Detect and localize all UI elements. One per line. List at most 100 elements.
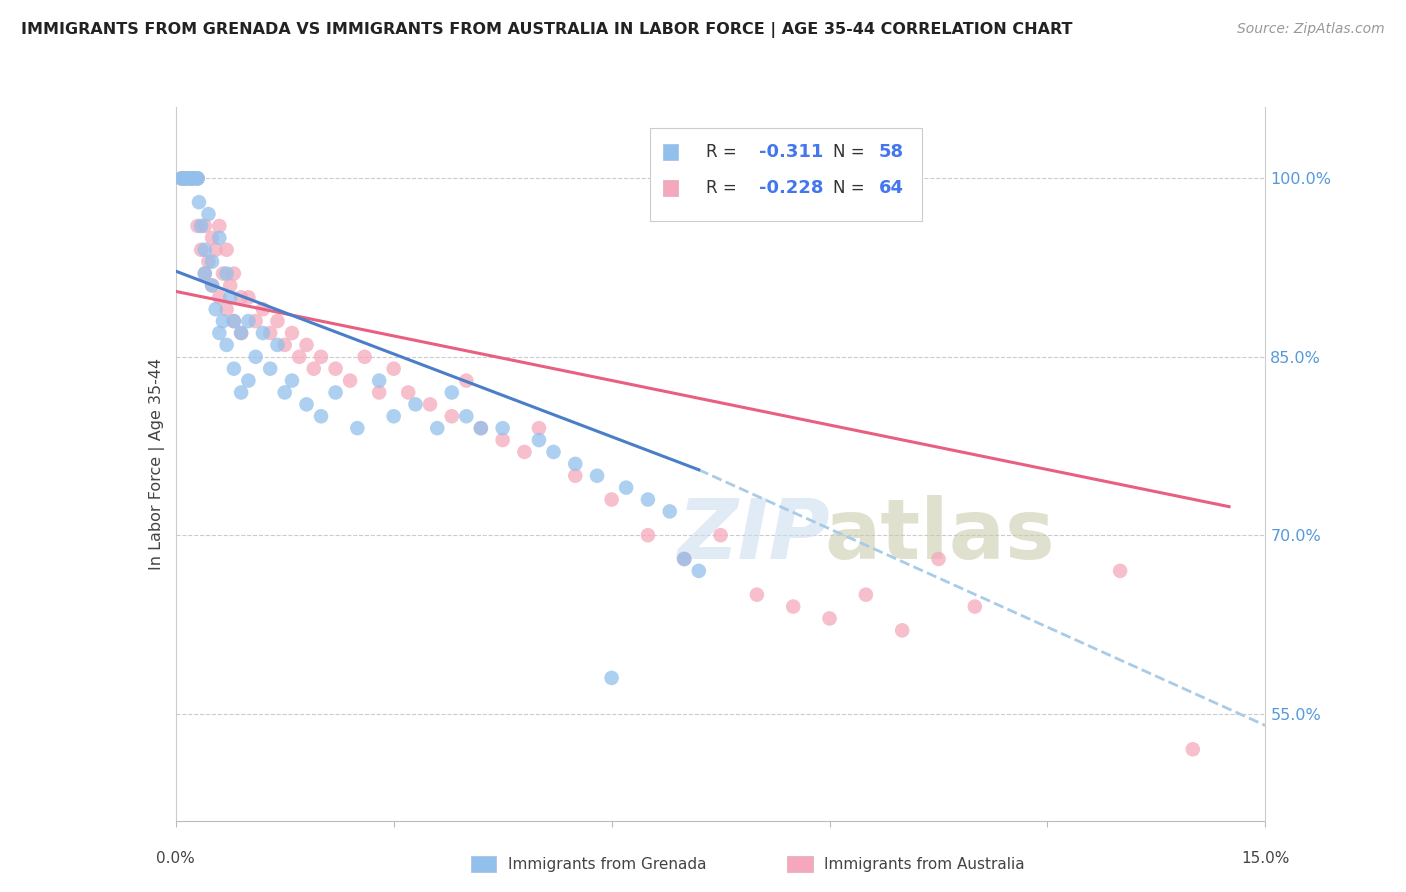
Point [426, 421, 449, 435]
Point [176, 171, 198, 186]
Point [183, 171, 205, 186]
Point [266, 338, 288, 352]
Point [172, 171, 194, 186]
Point [186, 171, 209, 186]
Point [190, 219, 212, 233]
Point [745, 588, 768, 602]
Point [188, 195, 211, 210]
Point [231, 326, 253, 340]
Point [309, 409, 332, 424]
Point [586, 468, 609, 483]
Point [492, 421, 515, 435]
Point [173, 171, 195, 186]
Point [266, 314, 288, 328]
Text: -0.311: -0.311 [759, 143, 823, 161]
Point [396, 385, 419, 400]
Point [212, 267, 235, 281]
Point [208, 231, 231, 245]
Point [295, 338, 318, 352]
Point [564, 468, 586, 483]
Text: Source: ZipAtlas.com: Source: ZipAtlas.com [1237, 22, 1385, 37]
Point [222, 314, 245, 328]
Text: N =: N = [832, 178, 870, 196]
Point [1109, 564, 1132, 578]
Text: 64: 64 [879, 178, 904, 196]
Point [281, 326, 304, 340]
Point [274, 385, 297, 400]
Point [637, 492, 659, 507]
Point [673, 552, 696, 566]
Point [440, 385, 463, 400]
Point [281, 374, 304, 388]
Text: Immigrants from Australia: Immigrants from Australia [824, 857, 1025, 871]
Point [215, 338, 238, 352]
Point [963, 599, 986, 614]
Point [274, 338, 297, 352]
Point [456, 374, 478, 388]
Point [346, 421, 368, 435]
Point [614, 481, 637, 495]
Point [222, 361, 245, 376]
Text: 15.0%: 15.0% [1241, 851, 1289, 866]
Point [204, 302, 226, 317]
Bar [662, 180, 679, 195]
Point [238, 374, 260, 388]
Point [197, 207, 219, 221]
Point [238, 314, 260, 328]
Point [325, 361, 347, 376]
Point [180, 171, 202, 186]
Text: Immigrants from Grenada: Immigrants from Grenada [508, 857, 706, 871]
Point [186, 171, 209, 186]
Point [928, 552, 950, 566]
Point [194, 243, 217, 257]
Point [170, 171, 193, 186]
Point [368, 385, 391, 400]
Point [1181, 742, 1204, 756]
Point [252, 302, 274, 317]
Point [658, 504, 681, 518]
Point [201, 231, 224, 245]
Point [245, 314, 267, 328]
Point [194, 219, 217, 233]
Point [259, 361, 281, 376]
Point [440, 409, 463, 424]
Point [456, 409, 478, 424]
Point [222, 314, 245, 328]
Point [186, 219, 209, 233]
Point [201, 254, 224, 268]
Text: R =: R = [706, 143, 742, 161]
Point [231, 385, 253, 400]
Point [818, 611, 841, 625]
Point [600, 492, 623, 507]
Text: 0.0%: 0.0% [156, 851, 195, 866]
Point [204, 243, 226, 257]
Point [600, 671, 623, 685]
Point [215, 243, 238, 257]
Point [564, 457, 586, 471]
Point [173, 171, 195, 186]
Point [208, 290, 231, 304]
Point [470, 421, 492, 435]
Point [382, 361, 405, 376]
Point [710, 528, 733, 542]
Point [201, 278, 224, 293]
Point [513, 445, 536, 459]
Point [219, 290, 242, 304]
Point [637, 528, 659, 542]
Point [325, 385, 347, 400]
Point [179, 171, 201, 186]
FancyBboxPatch shape [650, 128, 922, 221]
Point [176, 171, 198, 186]
Point [245, 350, 267, 364]
Point [252, 326, 274, 340]
Point [201, 278, 224, 293]
Point [212, 314, 235, 328]
Point [419, 397, 441, 411]
Point [673, 552, 696, 566]
Point [782, 599, 804, 614]
Text: ZIP: ZIP [678, 495, 830, 575]
Point [170, 171, 193, 186]
Text: atlas: atlas [824, 495, 1054, 575]
Point [231, 326, 253, 340]
Point [172, 171, 194, 186]
